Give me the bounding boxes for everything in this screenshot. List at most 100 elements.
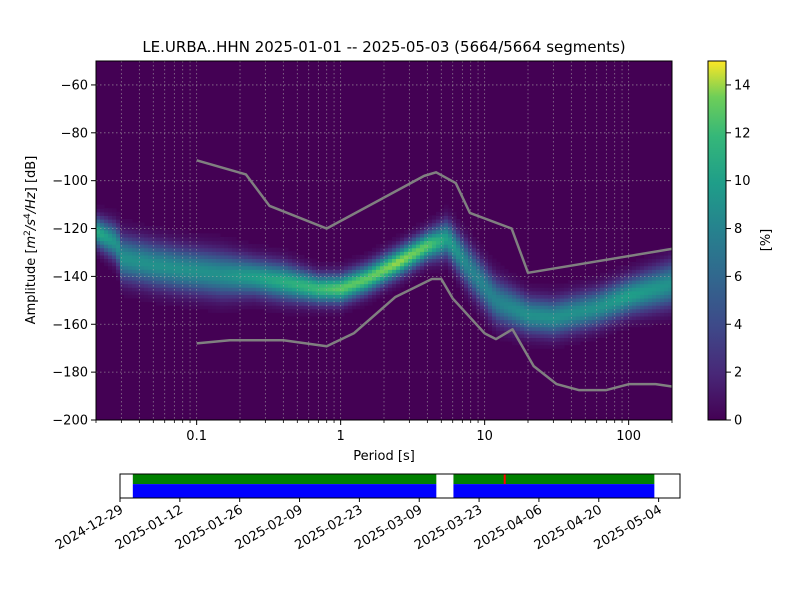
heatmap-cell: [264, 301, 269, 306]
heatmap-cell: [388, 279, 393, 285]
heatmap-cell: [256, 287, 261, 292]
heatmap-cell: [408, 254, 413, 260]
heatmap-cell: [224, 297, 229, 303]
heatmap-cell: [664, 290, 669, 295]
heatmap-cell: [504, 315, 509, 321]
heatmap-cell: [576, 312, 581, 317]
heatmap-cell: [364, 294, 369, 299]
heatmap-cell: [124, 290, 129, 295]
heatmap-cell: [552, 290, 557, 295]
heatmap-cell: [292, 297, 297, 303]
heatmap-cell: [668, 262, 672, 267]
heatmap-cell: [364, 254, 369, 260]
heatmap-cell: [536, 312, 541, 317]
heatmap-cell: [544, 308, 549, 313]
heatmap-cell: [380, 287, 385, 292]
heatmap-cell: [556, 287, 561, 292]
heatmap-cell: [104, 240, 109, 245]
heatmap-cell: [280, 308, 285, 313]
heatmap-cell: [128, 226, 133, 231]
heatmap-cell: [136, 290, 141, 295]
heatmap-cell: [444, 218, 449, 224]
heatmap-cell: [372, 251, 377, 256]
heatmap-cell: [576, 330, 581, 335]
heatmap-cell: [160, 233, 165, 238]
heatmap-cell: [344, 294, 349, 299]
coverage-bar-top: [132, 474, 437, 485]
heatmap-cell: [244, 279, 249, 285]
heatmap-cell: [612, 269, 617, 274]
heatmap-cell: [316, 305, 321, 310]
heatmap-cell: [376, 254, 381, 260]
heatmap-cell: [368, 254, 373, 260]
heatmap-cell: [144, 247, 149, 252]
heatmap-cell: [520, 301, 525, 306]
heatmap-cell: [536, 337, 541, 342]
heatmap-cell: [660, 251, 665, 256]
heatmap-cell: [332, 290, 337, 295]
heatmap-cell: [496, 283, 501, 288]
heatmap-cell: [580, 308, 585, 313]
date-tick-label: 2025-05-04: [592, 502, 665, 553]
heatmap-cell: [136, 244, 141, 249]
heatmap-cell: [432, 229, 437, 234]
heatmap-cell: [396, 269, 401, 274]
heatmap-cell: [160, 276, 165, 281]
heatmap-cell: [408, 251, 413, 256]
heatmap-cell: [476, 290, 481, 295]
heatmap-cell: [568, 323, 573, 328]
heatmap-cell: [272, 297, 277, 303]
colorbar-tick-label: 2: [734, 366, 742, 381]
heatmap-cell: [588, 301, 593, 306]
heatmap-cell: [580, 337, 585, 342]
heatmap-cell: [392, 276, 397, 281]
heatmap-cell: [536, 305, 541, 310]
heatmap-cell: [616, 312, 621, 317]
heatmap-cell: [380, 262, 385, 267]
heatmap-cell: [116, 240, 121, 245]
heatmap-cell: [592, 315, 597, 321]
heatmap-cell: [600, 330, 605, 335]
heatmap-cell: [368, 290, 373, 295]
heatmap-cell: [120, 218, 125, 224]
heatmap-cell: [612, 330, 617, 335]
heatmap-cell: [476, 305, 481, 310]
heatmap-cell: [140, 290, 145, 295]
heatmap-cell: [268, 308, 273, 313]
heatmap-cell: [512, 323, 517, 328]
heatmap-cell: [236, 297, 241, 303]
heatmap-cell: [664, 283, 669, 288]
heatmap-cell: [100, 208, 105, 213]
heatmap-cell: [128, 240, 133, 245]
heatmap-cell: [112, 240, 117, 245]
heatmap-cell: [528, 290, 533, 295]
heatmap-cell: [296, 301, 301, 306]
heatmap-cell: [532, 315, 537, 321]
heatmap-cell: [252, 276, 257, 281]
heatmap-cell: [180, 236, 185, 242]
heatmap-cell: [488, 276, 493, 281]
heatmap-cell: [116, 233, 121, 238]
heatmap-cell: [192, 279, 197, 285]
heatmap-cell: [188, 269, 193, 274]
heatmap-cell: [444, 262, 449, 267]
heatmap-cell: [496, 290, 501, 295]
heatmap-cell: [608, 283, 613, 288]
heatmap-cell: [300, 269, 305, 274]
coverage-bar-top: [453, 474, 655, 485]
heatmap-cell: [232, 287, 237, 292]
heatmap-cell: [164, 265, 169, 270]
heatmap-cell: [164, 269, 169, 274]
heatmap-cell: [304, 301, 309, 306]
heatmap-cell: [168, 297, 173, 303]
heatmap-cell: [432, 226, 437, 231]
heatmap-cell: [304, 262, 309, 267]
heatmap-cell: [180, 290, 185, 295]
heatmap-cell: [332, 294, 337, 299]
heatmap-cell: [160, 262, 165, 267]
heatmap-cell: [352, 290, 357, 295]
heatmap-cell: [628, 294, 633, 299]
heatmap-cell: [420, 258, 425, 263]
heatmap-cell: [560, 294, 565, 299]
